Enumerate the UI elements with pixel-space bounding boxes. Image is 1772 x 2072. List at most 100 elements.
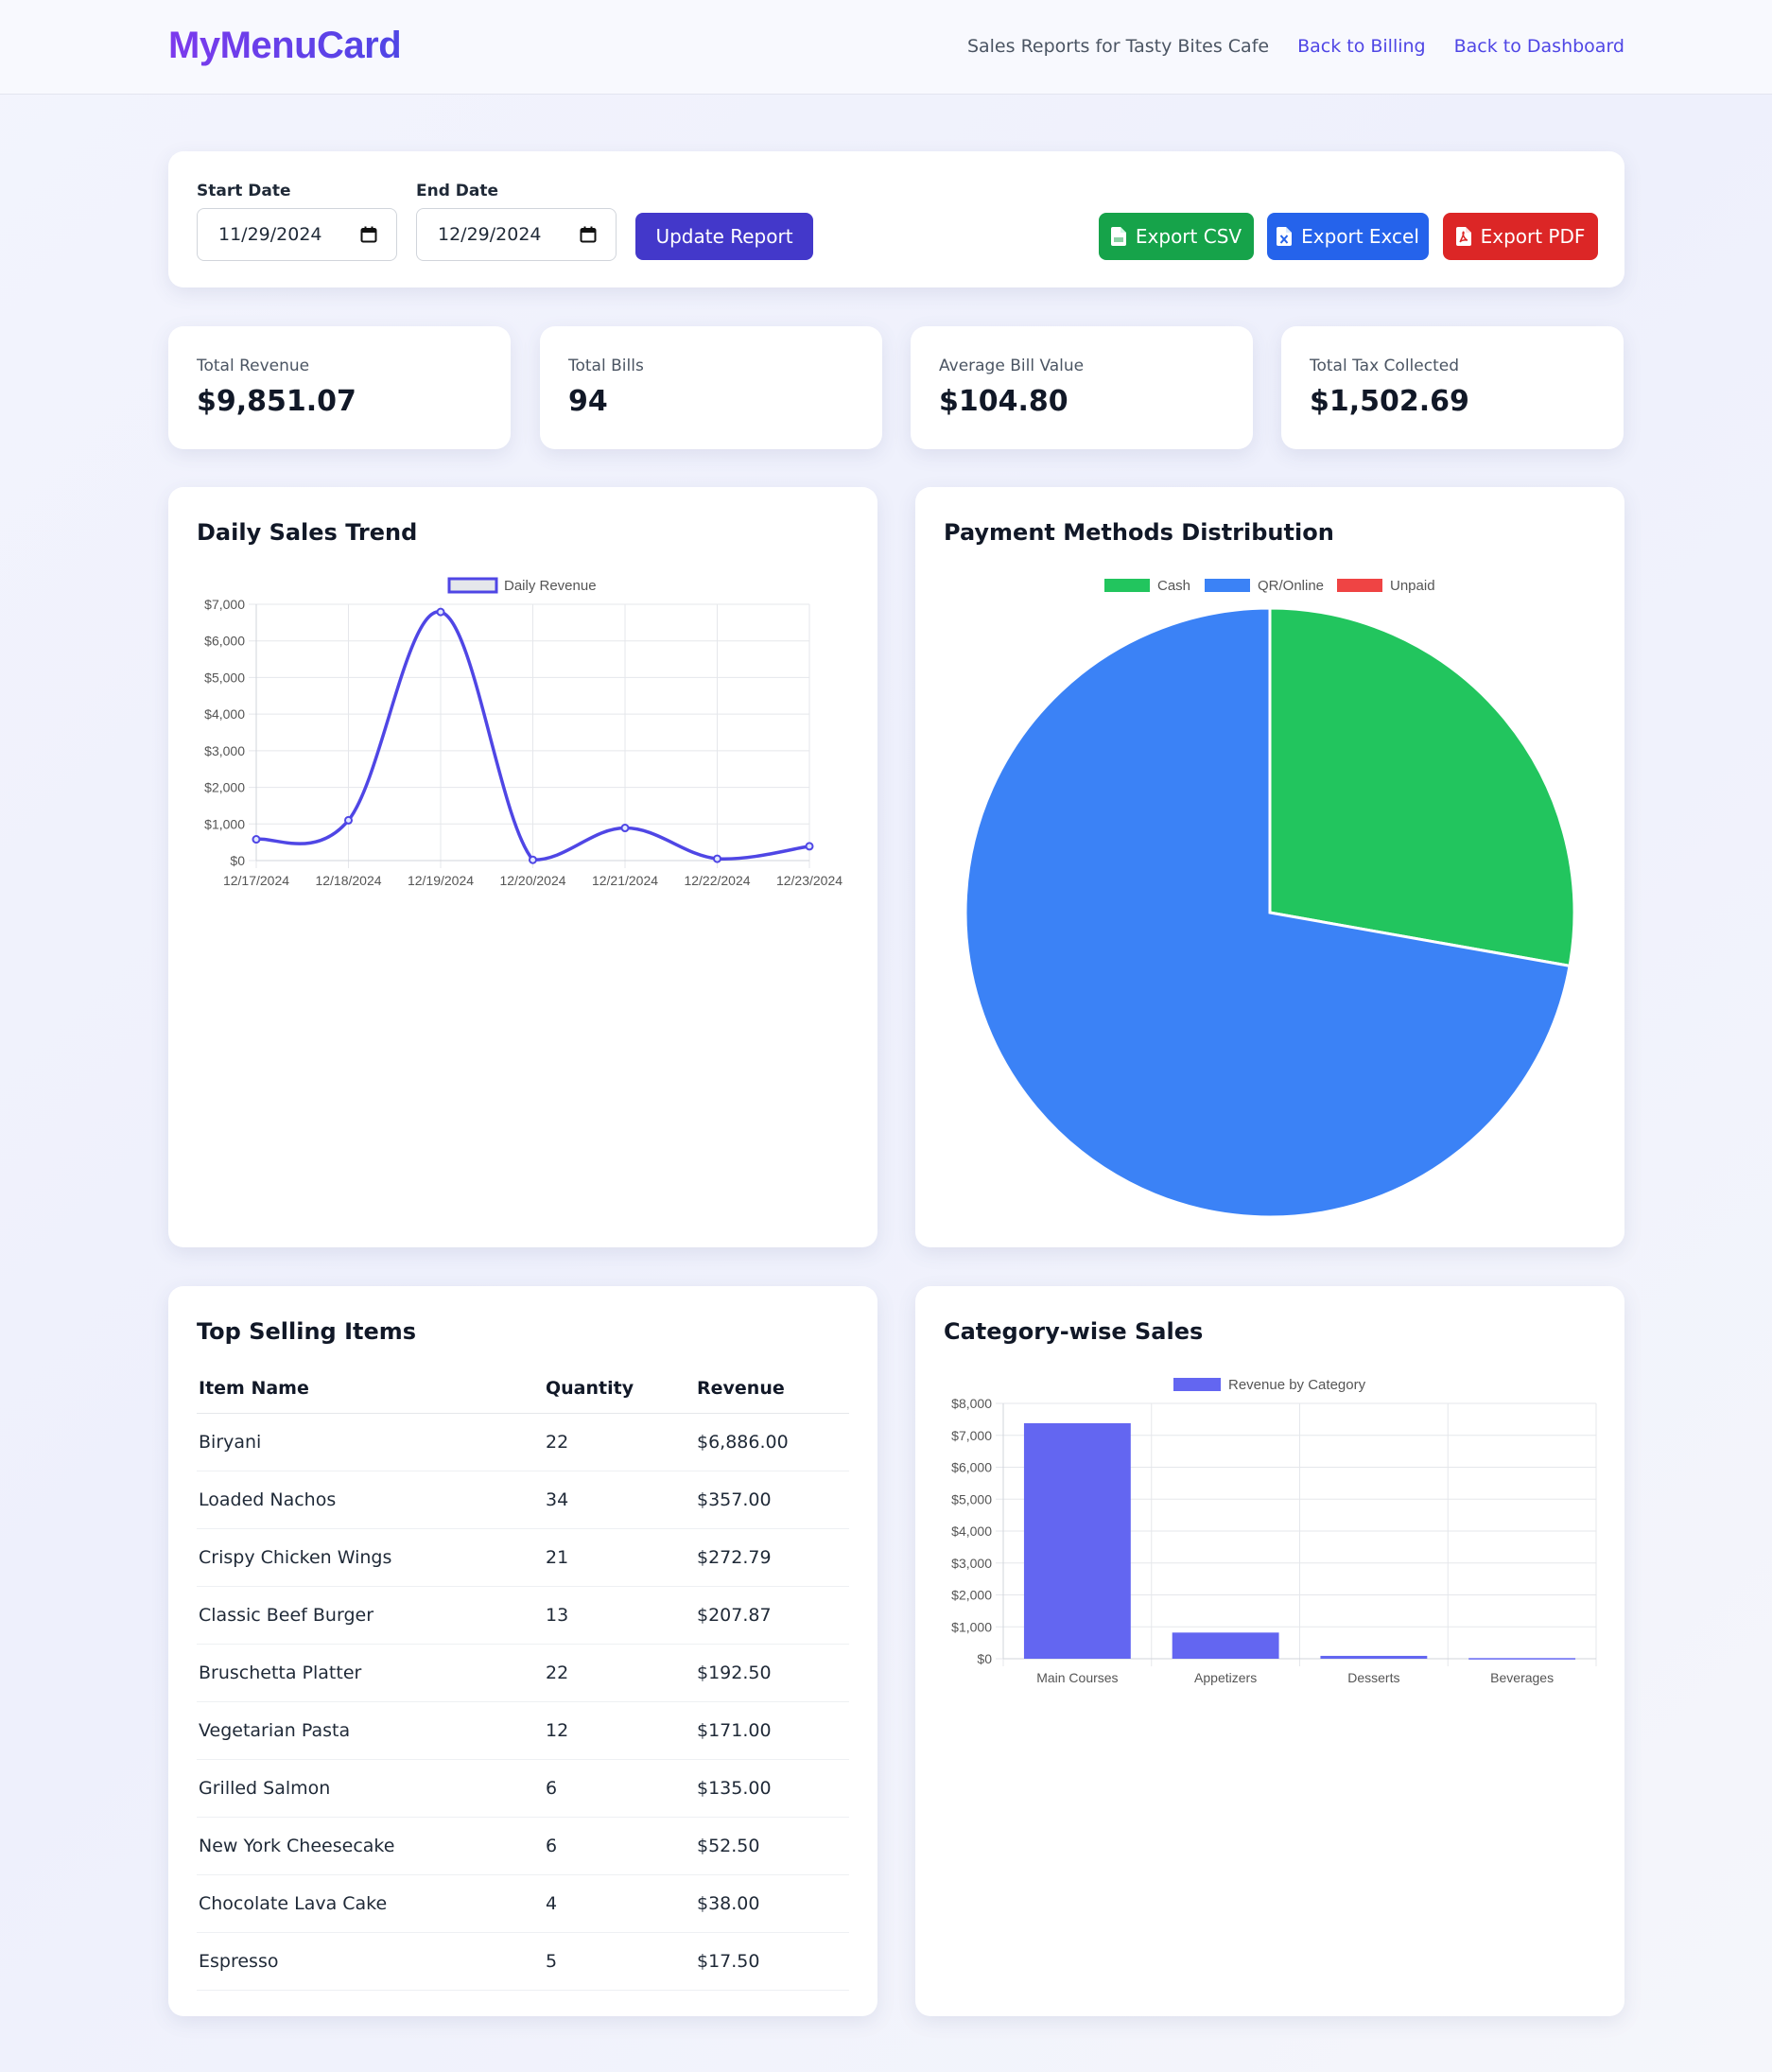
quantity-cell: 4 [544,1874,695,1933]
pie-slice-cash [1268,606,1576,968]
quantity-cell: 6 [544,1817,695,1875]
x-tick-label: Appetizers [1194,1670,1257,1685]
x-tick-label: Main Courses [1036,1670,1118,1685]
revenue-cell: $17.50 [695,1932,849,1991]
table-row: Loaded Nachos 34 $357.00 [197,1471,849,1529]
x-tick-label: 12/23/2024 [776,873,843,888]
x-tick-label: 12/21/2024 [592,873,658,888]
export-csv-button[interactable]: Export CSV [1099,213,1254,260]
page-subtitle: Sales Reports for Tasty Bites Cafe [966,36,1270,57]
bar-main-courses [1023,1422,1131,1659]
data-point [252,835,261,844]
stat-card-total-tax: Total Tax Collected $1,502.69 [1281,326,1624,449]
data-point [436,607,445,617]
table-row: Crispy Chicken Wings 21 $272.79 [197,1528,849,1587]
data-point [805,842,814,851]
file-excel-icon [1277,227,1293,246]
table-row: Classic Beef Burger 13 $207.87 [197,1586,849,1645]
top-navbar: MyMenuCard Sales Reports for Tasty Bites… [0,0,1772,95]
y-tick-label: $7,000 [951,1428,992,1443]
daily-sales-title: Daily Sales Trend [197,519,418,546]
table-row: Grilled Salmon 6 $135.00 [197,1759,849,1818]
quantity-cell: 5 [544,1932,695,1991]
y-tick-label: $6,000 [204,634,245,649]
bar-beverages [1468,1658,1576,1660]
table-row: Vegetarian Pasta 12 $171.00 [197,1701,849,1760]
quantity-cell: 6 [544,1759,695,1818]
file-pdf-icon [1455,227,1471,246]
legend-swatch-daily-revenue [447,577,498,594]
stat-label: Average Bill Value [939,357,1085,375]
y-tick-label: $5,000 [204,670,245,685]
calendar-icon[interactable] [360,226,377,243]
export-excel-button[interactable]: Export Excel [1267,213,1429,260]
table-row: Espresso 5 $17.50 [197,1932,849,1991]
x-tick-label: 12/19/2024 [408,873,474,888]
legend-label: Cash [1157,578,1190,594]
quantity-cell: 22 [544,1413,695,1471]
y-tick-label: $8,000 [951,1396,992,1411]
stat-value: $9,851.07 [197,385,356,418]
quantity-cell: 13 [544,1586,695,1645]
back-to-dashboard-link[interactable]: Back to Dashboard [1453,36,1624,57]
y-tick-label: $1,000 [951,1619,992,1634]
table-header-row: Item Name Quantity Revenue [197,1364,849,1414]
quantity-cell: 34 [544,1471,695,1529]
legend-swatch-qr-online [1205,579,1250,592]
brand-logo[interactable]: MyMenuCard [168,25,402,66]
x-tick-label: 12/20/2024 [499,873,565,888]
calendar-icon[interactable] [580,226,597,243]
legend-swatch-revenue-by-category [1173,1378,1221,1391]
stat-value: 94 [568,385,608,418]
payment-methods-panel: Payment Methods Distribution Cash QR/Onli… [915,487,1624,1247]
payment-methods-title: Payment Methods Distribution [944,519,1334,546]
legend-label: QR/Online [1258,578,1324,594]
x-tick-label: 12/17/2024 [223,873,289,888]
y-tick-label: $5,000 [951,1491,992,1506]
x-tick-label: 12/22/2024 [684,873,750,888]
revenue-cell: $272.79 [695,1528,849,1587]
export-pdf-button[interactable]: Export PDF [1443,213,1598,260]
daily-sales-chart[interactable]: Daily Revenue $0 $1,000 $2,000 $3,000 $4,000 $… [168,487,877,1247]
revenue-cell: $52.50 [695,1817,849,1875]
payment-methods-chart[interactable]: Cash QR/Online Unpaid [915,487,1624,1247]
revenue-cell: $192.50 [695,1644,849,1702]
bar-appetizers [1172,1632,1279,1659]
stat-card-total-bills: Total Bills 94 [540,326,882,449]
legend-label-daily-revenue: Daily Revenue [504,578,597,594]
top-items-panel: Top Selling Items Item Name Quantity Rev… [168,1286,877,2016]
item-name-cell: New York Cheesecake [197,1817,544,1875]
x-tick-label: Desserts [1347,1670,1399,1685]
end-date-value: 12/29/2024 [438,224,542,245]
legend-swatch-cash [1104,579,1150,592]
daily-sales-panel: Daily Sales Trend Daily Revenue $0 $1,000 $… [168,487,877,1247]
y-tick-label: $3,000 [951,1556,992,1571]
category-sales-panel: Category-wise Sales Revenue by Category $… [915,1286,1624,2016]
item-name-cell: Classic Beef Burger [197,1586,544,1645]
start-date-label: Start Date [197,182,291,200]
y-tick-label: $7,000 [204,597,245,612]
back-to-billing-link[interactable]: Back to Billing [1297,36,1426,57]
table-row: Biryani 22 $6,886.00 [197,1413,849,1471]
category-sales-chart[interactable]: Revenue by Category $0 $1,000 $2,000 $3,000 $… [915,1286,1624,2016]
item-name-cell: Loaded Nachos [197,1471,544,1529]
stat-value: $104.80 [939,385,1068,418]
export-pdf-label: Export PDF [1480,225,1586,248]
start-date-input[interactable]: 11/29/2024 [197,208,397,261]
revenue-cell: $207.87 [695,1586,849,1645]
revenue-cell: $171.00 [695,1701,849,1760]
end-date-input[interactable]: 12/29/2024 [416,208,617,261]
start-date-value: 11/29/2024 [218,224,322,245]
stat-card-total-revenue: Total Revenue $9,851.07 [168,326,511,449]
item-name-cell: Vegetarian Pasta [197,1701,544,1760]
update-report-button[interactable]: Update Report [635,213,813,260]
column-header-quantity: Quantity [544,1364,695,1414]
column-header-item-name: Item Name [197,1364,544,1414]
y-tick-label: $0 [230,853,245,868]
x-tick-label: 12/18/2024 [315,873,381,888]
y-tick-label: $1,000 [204,816,245,831]
revenue-cell: $6,886.00 [695,1413,849,1471]
revenue-cell: $135.00 [695,1759,849,1818]
stat-label: Total Tax Collected [1310,357,1459,375]
item-name-cell: Grilled Salmon [197,1759,544,1818]
